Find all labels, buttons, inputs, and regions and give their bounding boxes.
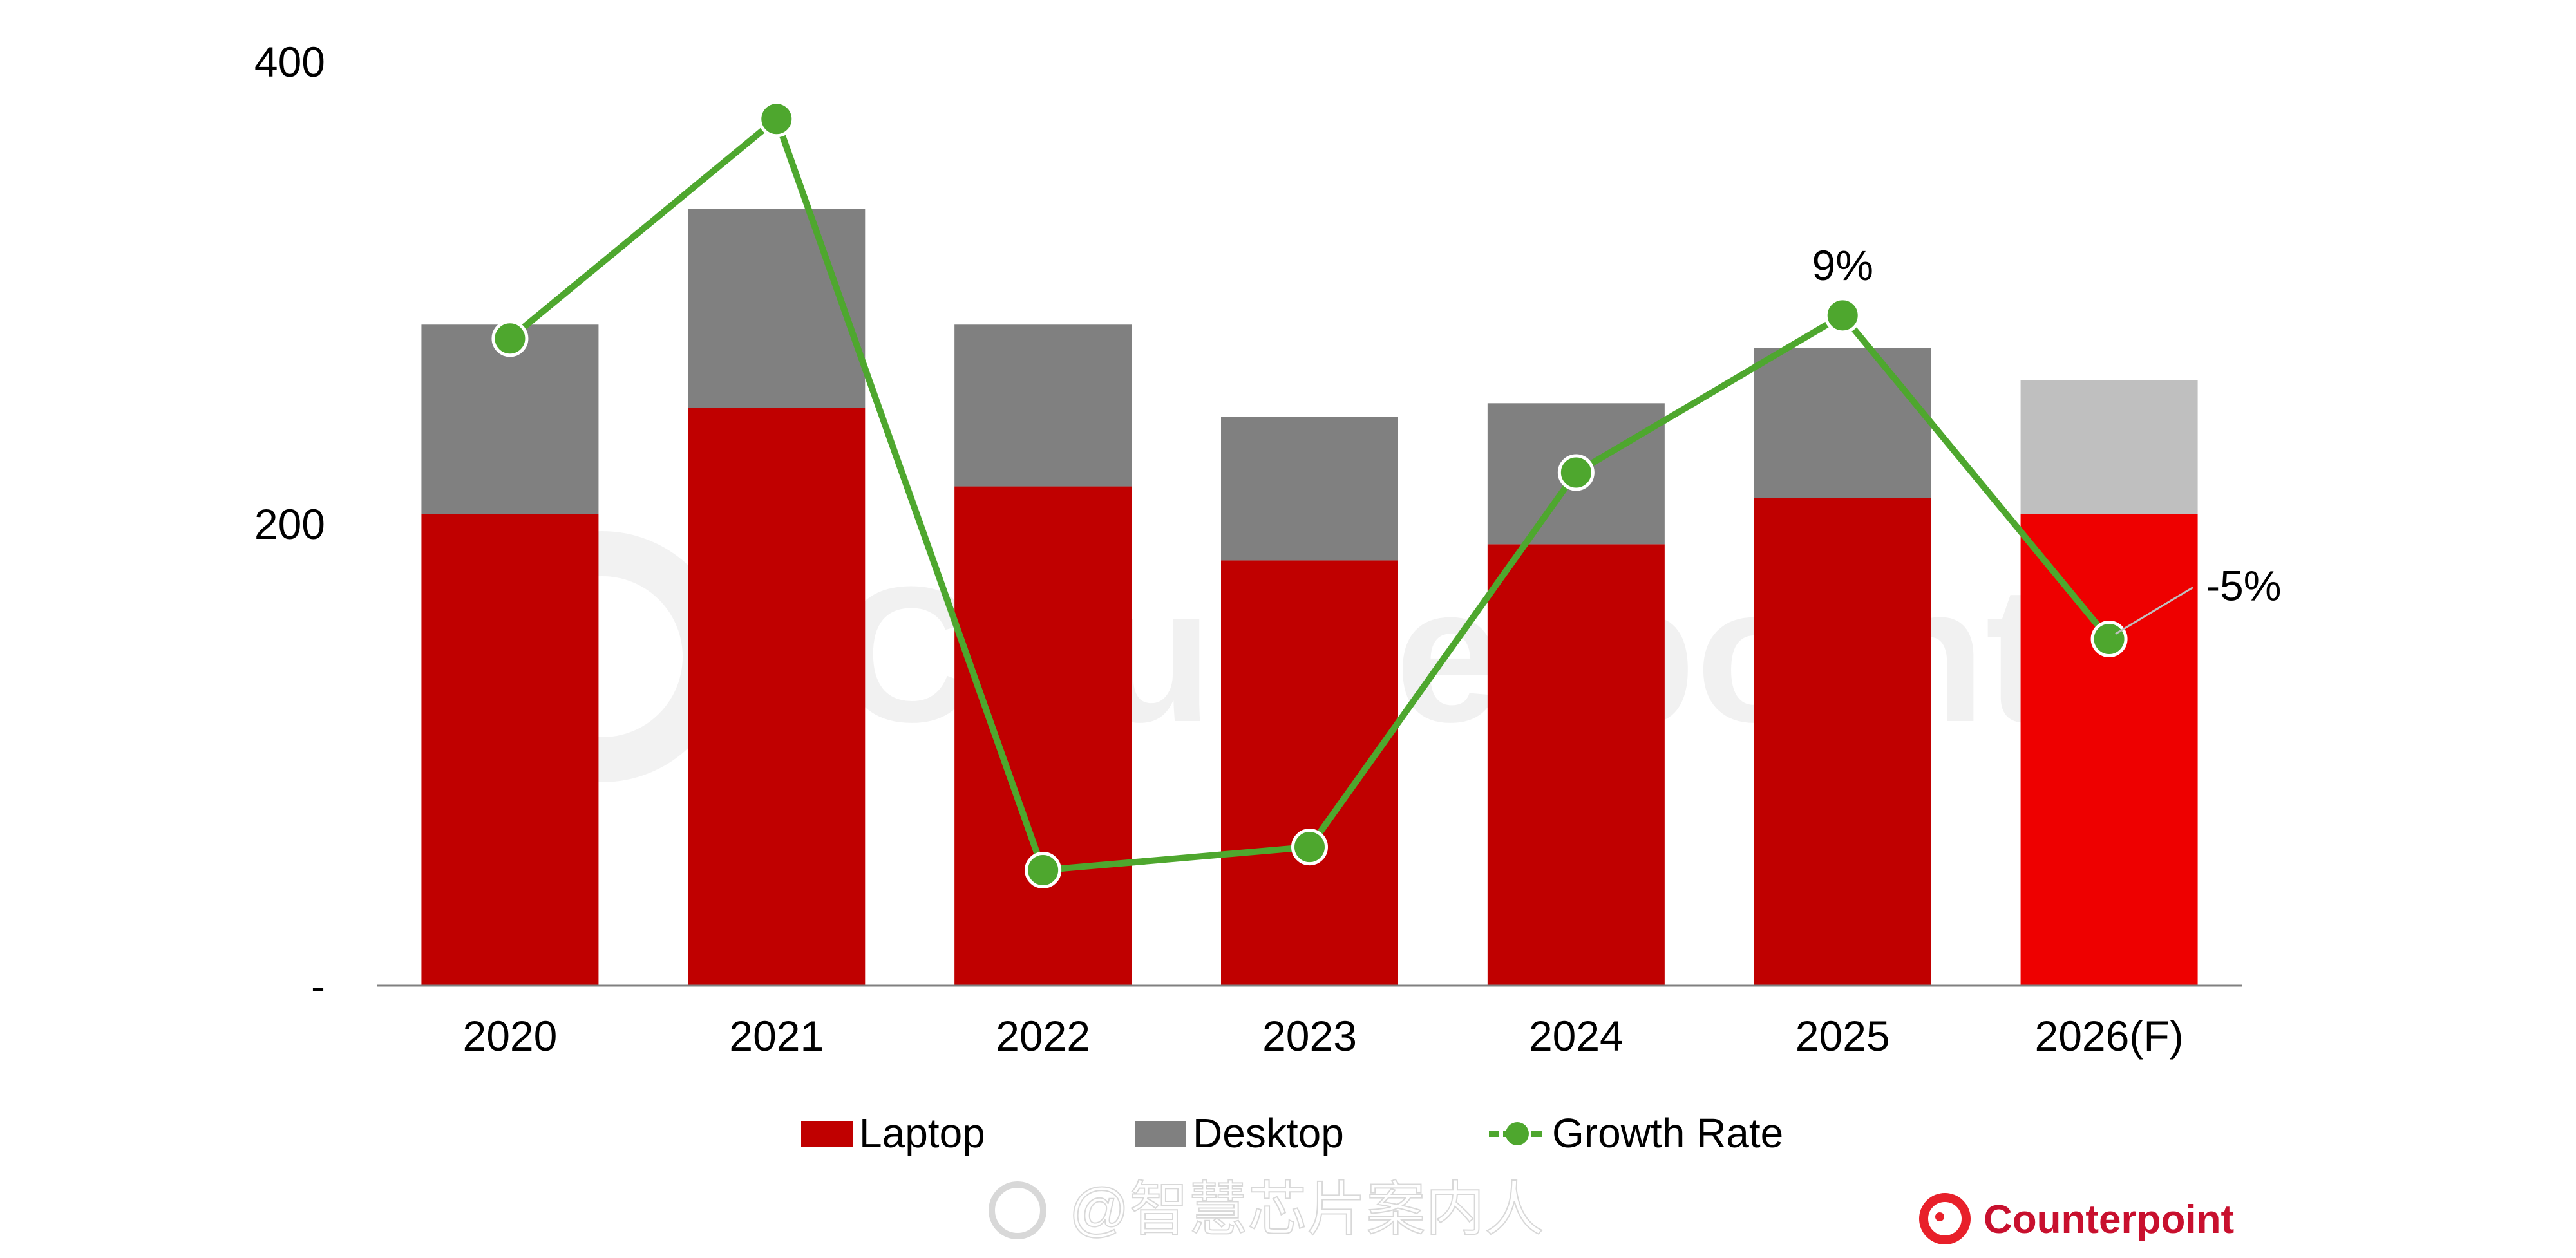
weibo-watermark-text: @智慧芯片案内人 (1069, 1177, 1544, 1243)
annotation-label: 9% (1812, 241, 1873, 289)
counterpoint-logo-icon (1919, 1193, 1971, 1244)
counterpoint-logo-text: Counterpoint (1984, 1197, 2234, 1242)
x-tick-label: 2024 (1529, 1012, 1624, 1060)
y-tick-label: 400 (254, 38, 325, 86)
bar-laptop-2021 (688, 408, 866, 986)
x-tick-label: 2022 (996, 1012, 1090, 1060)
weibo-icon (989, 1181, 1046, 1239)
x-tick-label: 2026(F) (2035, 1012, 2184, 1060)
growth-rate-point-2025 (1824, 297, 1861, 334)
x-tick-label: 2021 (729, 1012, 824, 1060)
legend-swatch-laptop (801, 1121, 853, 1147)
bar-laptop-2024 (1487, 544, 1665, 986)
bar-laptop-2025 (1754, 498, 1931, 986)
legend-label-desktop: Desktop (1193, 1110, 1344, 1156)
y-tick-label: - (311, 962, 325, 1010)
x-tick-label: 2025 (1795, 1012, 1890, 1060)
legend-swatch-growth-marker (1506, 1122, 1529, 1145)
bar-laptop-2022 (954, 486, 1132, 986)
bar-desktop-2026(F) (2020, 380, 2198, 514)
annotation-label: -5% (2206, 562, 2281, 610)
bar-laptop-2020 (421, 514, 599, 986)
growth-rate-point-2022 (1025, 852, 1062, 888)
annotation-leader-line (2115, 587, 2193, 635)
bar-laptop-2023 (1221, 560, 1398, 986)
bar-desktop-2025 (1754, 348, 1931, 498)
legend-label-growth-rate: Growth Rate (1552, 1110, 1783, 1156)
bar-desktop-2021 (688, 209, 866, 408)
y-tick-label: 200 (254, 500, 325, 548)
growth-rate-point-2023 (1291, 829, 1328, 866)
growth-rate-point-2020 (491, 320, 529, 357)
legend-label-laptop: Laptop (859, 1110, 985, 1156)
x-tick-label: 2020 (463, 1012, 558, 1060)
growth-rate-point-2024 (1557, 454, 1595, 491)
bar-desktop-2022 (954, 324, 1132, 487)
growth-rate-point-2021 (758, 100, 795, 138)
legend-swatch-desktop (1135, 1121, 1186, 1147)
bar-laptop-2026(F) (2020, 514, 2198, 986)
growth-rate-point-2026(F) (2090, 621, 2128, 657)
counterpoint-logo-dot (1935, 1212, 1944, 1221)
legend: Laptop Desktop Growth Rate (801, 1110, 1783, 1156)
counterpoint-logo: Counterpoint (1919, 1193, 2234, 1244)
bar-desktop-2023 (1221, 417, 1398, 561)
x-tick-label: 2023 (1262, 1012, 1357, 1060)
weibo-watermark: @智慧芯片案内人 (989, 1176, 1544, 1243)
